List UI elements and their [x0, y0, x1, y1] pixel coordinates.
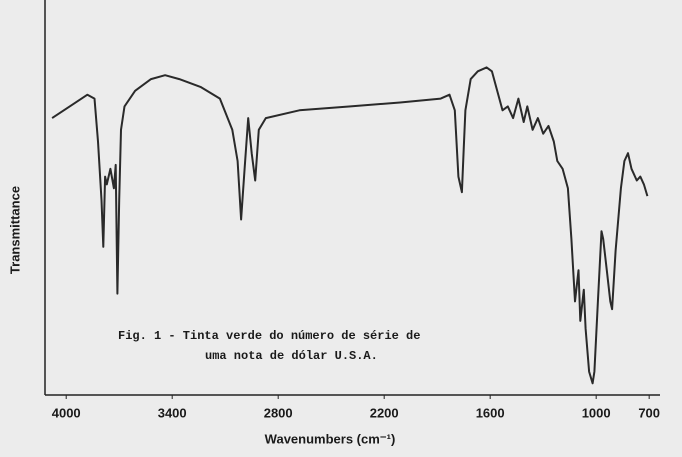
- spectrum-line: [51, 66, 649, 385]
- annotation-line: Fig. 1 - Tinta verde do número de série …: [118, 329, 420, 343]
- x-tick-label: 3400: [158, 405, 187, 420]
- x-tick-label: 2200: [370, 405, 399, 420]
- x-tick-label: 2800: [264, 405, 293, 420]
- x-tick-label: 1600: [476, 405, 505, 420]
- x-tick-label: 700: [638, 405, 660, 420]
- x-axis-title: Wavenumbers (cm⁻¹): [265, 431, 396, 446]
- x-tick-label: 1000: [582, 405, 611, 420]
- x-tick-label: 4000: [52, 405, 81, 420]
- annotation-line: uma nota de dólar U.S.A.: [205, 349, 378, 363]
- y-axis-title: Transmittance: [7, 186, 22, 274]
